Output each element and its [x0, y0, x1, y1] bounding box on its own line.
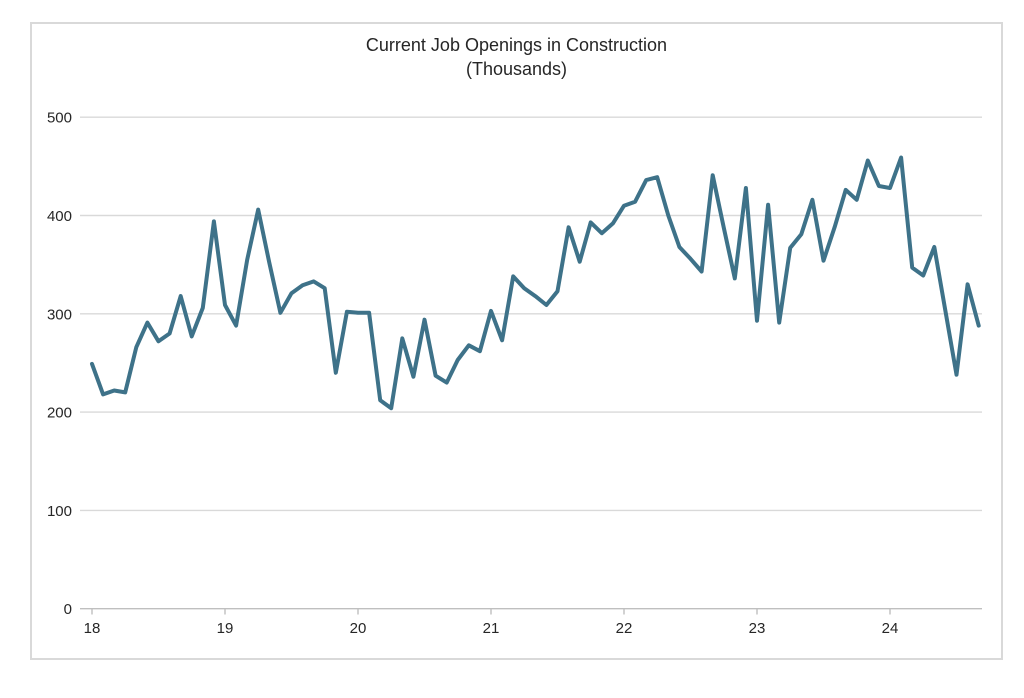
- chart-title: Current Job Openings in Construction (Th…: [30, 33, 1003, 81]
- data-series-line: [90, 155, 981, 411]
- x-axis-label: 24: [882, 620, 899, 637]
- chart-frame: [30, 22, 1003, 660]
- chart-title-line2: (Thousands): [465, 59, 568, 79]
- y-axis-label: 300: [47, 306, 72, 323]
- x-axis-label: 19: [217, 620, 234, 637]
- chart-title-line1: Current Job Openings in Construction: [365, 35, 668, 55]
- x-axis-label: 22: [616, 620, 633, 637]
- y-axis-label: 400: [47, 208, 72, 225]
- y-axis-label: 200: [47, 405, 72, 422]
- y-axis-label: 500: [47, 110, 72, 127]
- y-axis-label: 100: [47, 503, 72, 520]
- x-axis-label: 23: [749, 620, 766, 637]
- y-axis-label: 0: [64, 601, 72, 618]
- x-axis-label: 18: [84, 620, 101, 637]
- x-axis-label: 20: [350, 620, 367, 637]
- x-axis-label: 21: [483, 620, 500, 637]
